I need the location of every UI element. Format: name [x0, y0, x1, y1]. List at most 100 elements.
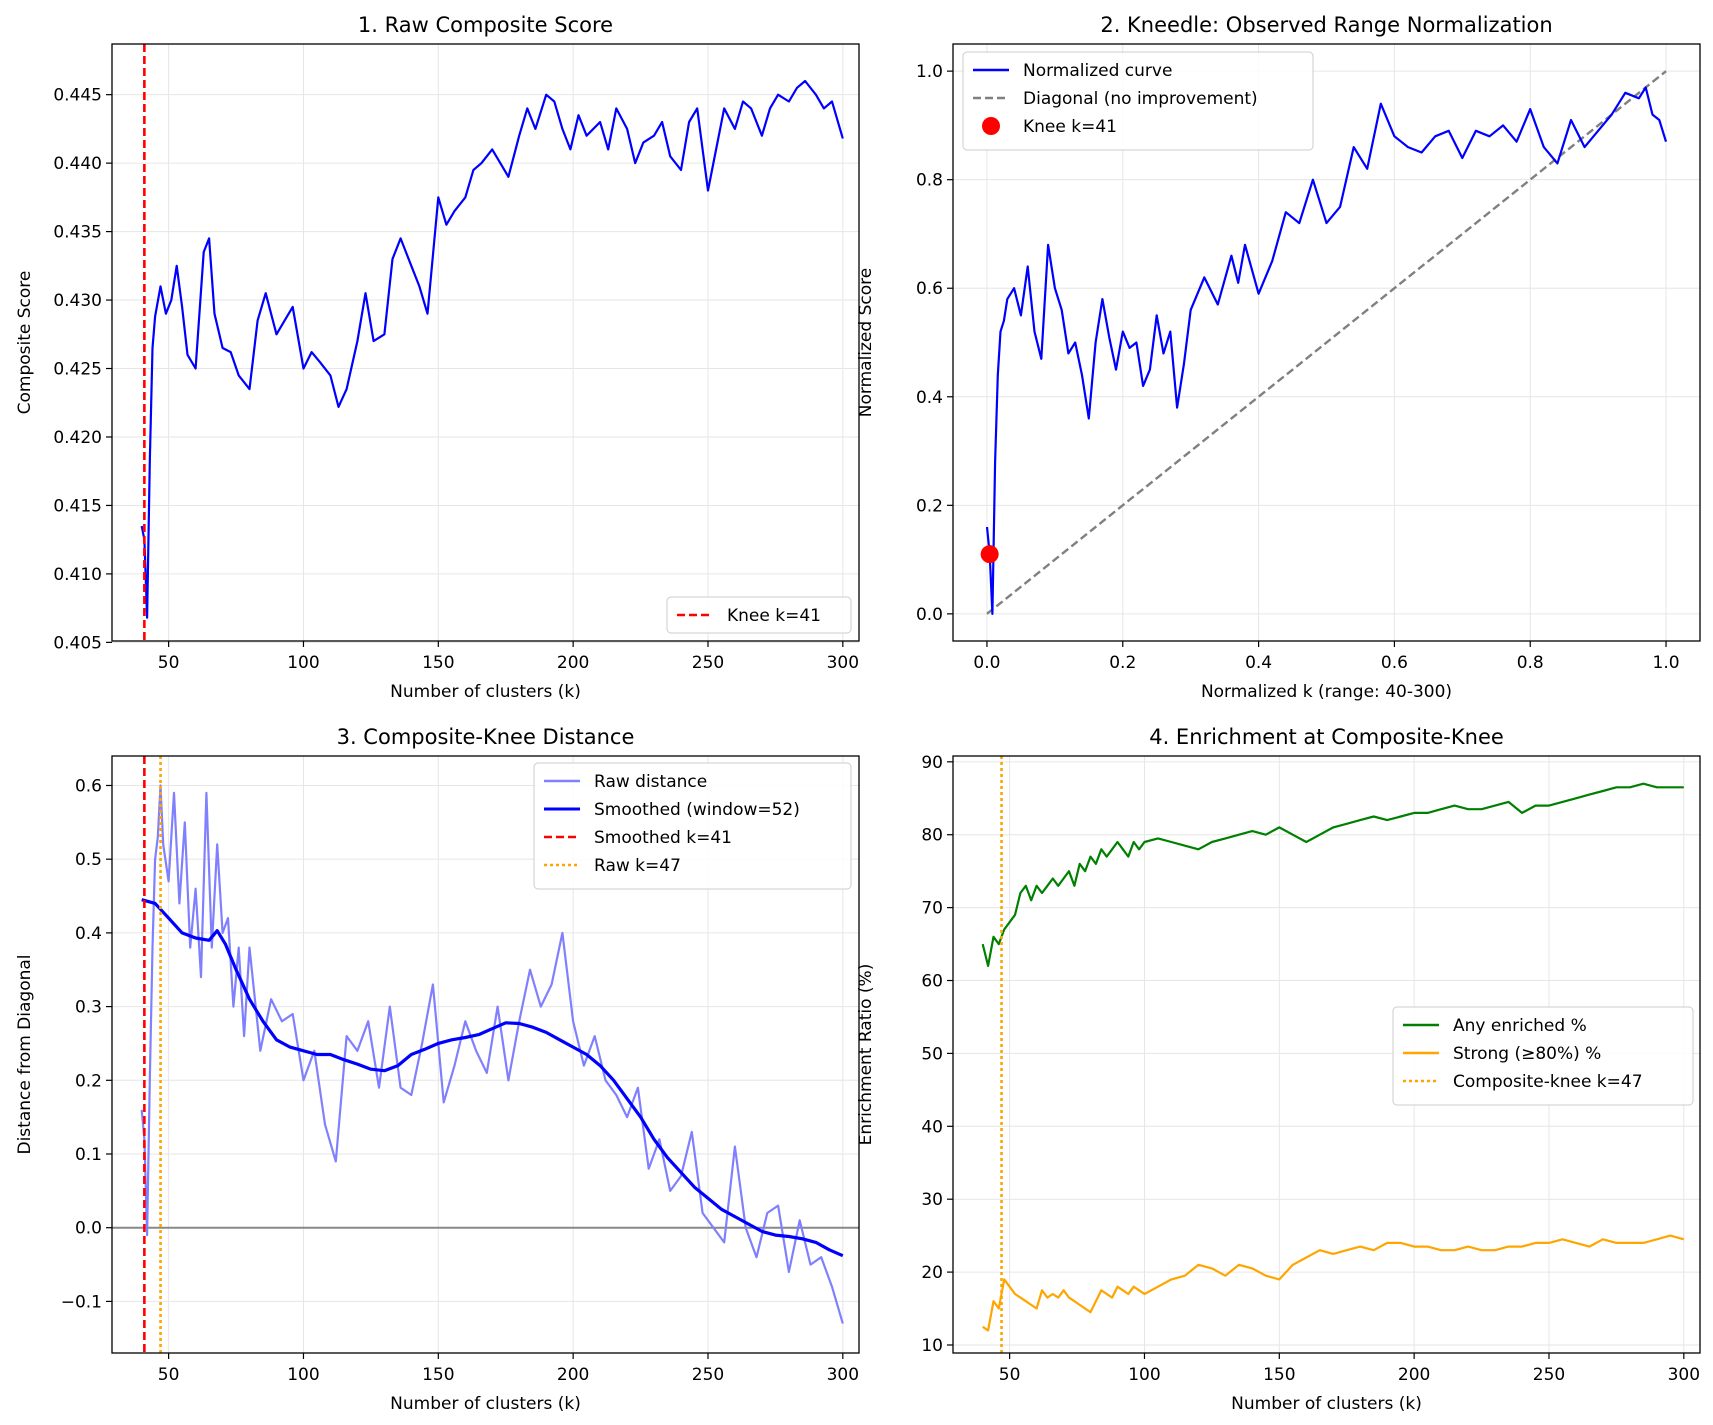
y-axis-label: Normalized Score [856, 268, 876, 417]
x-axis-label: Number of clusters (k) [390, 1394, 581, 1414]
legend: Raw distance Smoothed (window=52) Smoothed… [533, 762, 852, 890]
legend-label: Knee k=41 [1023, 117, 1117, 137]
axes-frame [952, 43, 1701, 642]
legend-label: Smoothed k=41 [594, 828, 732, 848]
legend: Knee k=41 [666, 596, 852, 634]
y-tick-label: 10 [921, 1336, 943, 1356]
legend: Any enriched % Strong (≥80%) % Composite-k… [1392, 1006, 1694, 1106]
legend-label: Composite-knee k=47 [1453, 1072, 1643, 1092]
x-tick-label: 200 [1398, 1365, 1430, 1385]
x-tick-label: 200 [557, 1365, 589, 1385]
y-tick-label: 0.425 [53, 360, 102, 380]
plot-area [980, 70, 1668, 616]
x-tick-label: 300 [827, 1365, 859, 1385]
x-tick-label: 50 [158, 1365, 180, 1385]
plot-area [140, 44, 844, 641]
legend: Normalized curve Diagonal (no improvement… [962, 51, 1314, 151]
knee-point [980, 545, 999, 564]
y-tick-label: 0.2 [75, 1071, 102, 1091]
grid [112, 44, 859, 643]
chart-title: 1. Raw Composite Score [358, 13, 613, 37]
series-line-any-enriched- [981, 782, 1684, 968]
y-tick-label: 0.6 [916, 279, 943, 299]
y-tick-label: 0.430 [53, 291, 102, 311]
x-axis-label: Normalized k (range: 40-300) [1201, 682, 1452, 702]
panel-raw-composite-score: 1. Raw Composite Score Number of cluster… [15, 13, 860, 702]
chart-title: 3. Composite-Knee Distance [337, 725, 635, 749]
x-tick-label: 100 [287, 653, 319, 673]
y-tick-label: 90 [921, 753, 943, 773]
legend-label: Smoothed (window=52) [594, 800, 800, 820]
legend-box [533, 762, 852, 890]
x-tick-label: 1.0 [1653, 653, 1680, 673]
x-tick-label: 150 [422, 653, 454, 673]
legend-label: Normalized curve [1023, 61, 1172, 81]
y-tick-label: 20 [921, 1263, 943, 1283]
axes-frame [111, 755, 860, 1354]
x-tick-label: 150 [422, 1365, 454, 1385]
x-tick-label: 200 [557, 653, 589, 673]
y-tick-label: 0.435 [53, 223, 102, 243]
y-tick-label: 0.8 [916, 171, 943, 191]
y-axis-label: Composite Score [15, 271, 35, 415]
y-axis-label: Enrichment Ratio (%) [856, 964, 876, 1146]
panel-composite-knee-distance: 3. Composite-Knee Distance Number of clu… [15, 725, 860, 1414]
legend-label: Diagonal (no improvement) [1023, 89, 1258, 109]
panel-kneedle-normalization: 2. Kneedle: Observed Range Normalization… [856, 13, 1701, 702]
y-tick-label: 0.440 [53, 154, 102, 174]
legend-label: Raw k=47 [594, 856, 681, 876]
x-tick-label: 0.4 [1245, 653, 1272, 673]
series-line-normalized-curve [985, 86, 1668, 616]
chart-title: 4. Enrichment at Composite-Knee [1149, 725, 1504, 749]
chart-title: 2. Kneedle: Observed Range Normalization [1100, 13, 1552, 37]
x-tick-label: 0.8 [1517, 653, 1544, 673]
y-tick-label: 0.405 [53, 633, 102, 653]
diagonal-line [986, 70, 1667, 615]
legend-label: Any enriched % [1453, 1016, 1587, 1036]
y-tick-label: 0.415 [53, 496, 102, 516]
x-tick-label: 0.0 [973, 653, 1000, 673]
axes-frame [111, 43, 860, 642]
series-line-strong-80- [982, 1234, 1685, 1332]
series-line-smoothed-window-52- [141, 898, 844, 1258]
legend-label: Raw distance [594, 772, 707, 792]
y-tick-label: 0.4 [916, 388, 943, 408]
x-tick-label: 50 [999, 1365, 1021, 1385]
x-tick-label: 150 [1263, 1365, 1295, 1385]
y-tick-label: 0.0 [916, 605, 943, 625]
legend-label: Knee k=41 [727, 606, 821, 626]
x-tick-label: 50 [158, 653, 180, 673]
legend-box [666, 596, 852, 634]
x-tick-label: 250 [1533, 1365, 1565, 1385]
legend-label: Strong (≥80%) % [1453, 1044, 1601, 1064]
y-tick-label: 0.2 [916, 496, 943, 516]
y-tick-label: −0.1 [61, 1292, 102, 1312]
plot-area [981, 756, 1685, 1353]
x-tick-label: 250 [692, 653, 724, 673]
y-tick-label: 0.445 [53, 86, 102, 106]
x-tick-label: 250 [692, 1365, 724, 1385]
x-axis-label: Number of clusters (k) [390, 682, 581, 702]
y-tick-label: 30 [921, 1190, 943, 1210]
x-tick-label: 100 [287, 1365, 319, 1385]
x-axis-label: Number of clusters (k) [1231, 1394, 1422, 1414]
y-tick-label: 0.420 [53, 428, 102, 448]
legend-marker [982, 117, 1000, 135]
y-tick-label: 80 [921, 826, 943, 846]
legend-box [962, 51, 1314, 151]
y-tick-label: 0.410 [53, 565, 102, 585]
y-tick-label: 60 [921, 972, 943, 992]
y-tick-label: 0.6 [75, 776, 102, 796]
plot-area [112, 756, 859, 1353]
panel-enrichment: 4. Enrichment at Composite-Knee Number o… [856, 725, 1701, 1414]
y-tick-label: 50 [921, 1044, 943, 1064]
x-tick-label: 300 [827, 653, 859, 673]
y-tick-label: 0.1 [75, 1145, 102, 1165]
y-tick-label: 40 [921, 1117, 943, 1137]
x-tick-label: 0.2 [1109, 653, 1136, 673]
y-tick-label: 0.3 [75, 998, 102, 1018]
y-axis-label: Distance from Diagonal [15, 954, 35, 1154]
x-tick-label: 100 [1128, 1365, 1160, 1385]
y-tick-label: 0.0 [75, 1219, 102, 1239]
